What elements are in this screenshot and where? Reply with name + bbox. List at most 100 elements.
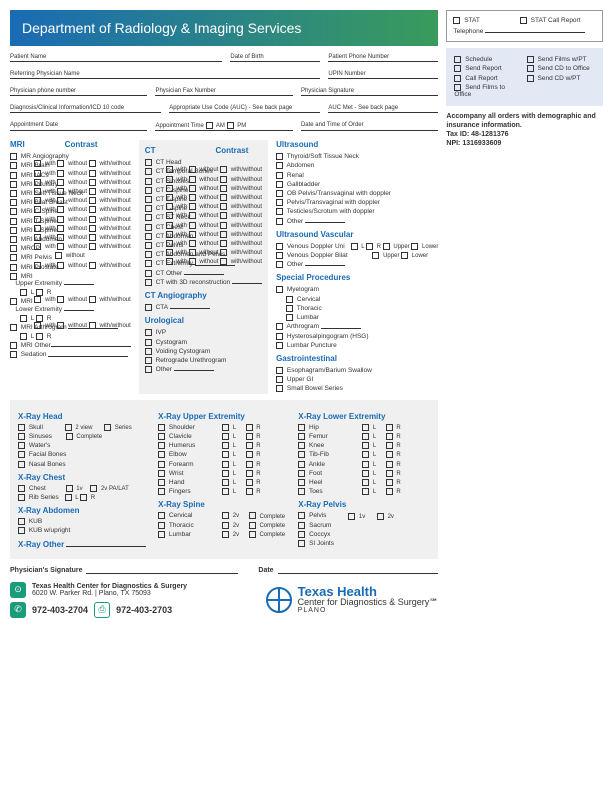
uro-item[interactable]: IVP <box>145 328 262 337</box>
xray-upper-item[interactable]: Elbow L R <box>158 450 290 459</box>
us-item[interactable]: Renal <box>276 171 438 180</box>
field-patient-phone[interactable]: Patient Phone Number <box>328 54 438 62</box>
uro-item[interactable]: Retrograde Urethrogram <box>145 356 262 365</box>
xray-lower-item[interactable]: Heel L R <box>298 478 430 487</box>
mri-item[interactable]: MR Angiography with without with/without <box>10 152 131 161</box>
ct-3d[interactable]: CT with 3D reconstruction <box>145 278 262 287</box>
vdu-item[interactable]: Venous Doppler Uni L R Upper Lower <box>276 242 438 251</box>
mri-arth-lr[interactable]: L R <box>10 332 131 341</box>
cta-item[interactable]: CTA <box>145 303 262 312</box>
hsg[interactable]: Hysterosalpingogram (HSG) <box>276 332 438 341</box>
xray-spine-item[interactable]: Lumbar 2v Complete <box>158 530 290 539</box>
us-item[interactable]: Thyroid/Soft Tissue Neck <box>276 152 438 161</box>
xray-lower-item[interactable]: Knee L R <box>298 441 430 450</box>
xray-upper-item[interactable]: Humerus L R <box>158 441 290 450</box>
send-report-cb[interactable]: Send Report <box>454 65 522 72</box>
telephone-field[interactable]: Telephone <box>453 28 596 35</box>
xray-upper-item[interactable]: Clavicle L R <box>158 432 290 441</box>
field-appt-date[interactable]: Appointment Date <box>10 122 147 131</box>
mri-arthrogram[interactable]: MRI Arthrogram <box>10 323 131 332</box>
us-item[interactable]: Testicles/Scrotum with doppler <box>276 207 438 216</box>
field-appt-time[interactable]: Appointment Time AM PM <box>155 122 292 131</box>
field-auc[interactable]: Appropriate Use Code (AUC) - See back pa… <box>169 105 320 113</box>
field-date-time-order[interactable]: Date and Time of Order <box>301 122 438 131</box>
gi-item[interactable]: Upper GI <box>276 375 438 384</box>
us-item[interactable]: Gallbladder <box>276 180 438 189</box>
xray-waters[interactable]: Water's <box>18 441 150 450</box>
myelo-cervical[interactable]: Cervical <box>276 295 438 304</box>
field-diagnosis[interactable]: Diagnosis/Clinical Information/ICD 10 co… <box>10 105 161 113</box>
xray-skull[interactable]: Skull 2 view Series <box>18 423 150 432</box>
call-report-cb[interactable]: Call Report <box>454 75 522 82</box>
field-patient-name[interactable]: Patient Name <box>10 54 222 62</box>
field-physician-signature[interactable]: Physician Signature <box>301 88 438 96</box>
stat-call-checkbox[interactable]: STAT Call Report <box>520 17 581 24</box>
xray-nasal[interactable]: Nasal Bones <box>18 460 150 469</box>
xray-kub[interactable]: KUB <box>18 517 150 526</box>
mri-upper-lr[interactable]: L R with without with/without <box>10 288 131 297</box>
mri-upper[interactable]: MRI Upper Extremity <box>10 272 131 288</box>
xray-upper-item[interactable]: Wrist L R <box>158 469 290 478</box>
xray-spine-item[interactable]: Cervical 2v Complete <box>158 511 290 520</box>
xray-lower-item[interactable]: Toes L R <box>298 487 430 496</box>
schedule-cb[interactable]: Schedule <box>454 56 522 63</box>
uro-item[interactable]: Other <box>145 365 262 374</box>
field-upin[interactable]: UPIN Number <box>328 71 438 79</box>
xray-lower-item[interactable]: Ankle L R <box>298 460 430 469</box>
gi-item[interactable]: Small Bowel Series <box>276 384 438 393</box>
xray-si-joints[interactable]: SI Joints <box>298 539 430 548</box>
field-auc-met[interactable]: AUC Met - See back page <box>328 105 438 113</box>
vdb-item[interactable]: Venous Doppler Bilat Upper Lower <box>276 251 438 260</box>
xray-lower-item[interactable]: Femur L R <box>298 432 430 441</box>
send-cd-pt-cb[interactable]: Send CD w/PT <box>527 75 595 82</box>
ct-section: CTContrast CT Head with without with/wit… <box>139 140 268 394</box>
uro-item[interactable]: Cystogram <box>145 338 262 347</box>
logo-line2: Center for Diagnostics & Surgery℠ <box>298 598 439 607</box>
xray-lower-head: X-Ray Lower Extremity <box>298 412 430 421</box>
myelogram[interactable]: Myelogram <box>276 285 438 294</box>
us-item[interactable]: OB Pelvis/Transvaginal with doppler <box>276 189 438 198</box>
xray-pelvis-item[interactable]: Pelvis 1v 2v <box>298 511 430 520</box>
xray-rib[interactable]: Rib Series L R <box>18 493 150 502</box>
us-other[interactable]: Other <box>276 260 438 269</box>
xray-kub-upright[interactable]: KUB w/upright <box>18 526 150 535</box>
us-item[interactable]: Abdomen <box>276 161 438 170</box>
xray-sacrum[interactable]: Sacrum <box>298 521 430 530</box>
myelo-lumbar[interactable]: Lumbar <box>276 313 438 322</box>
field-physician-phone[interactable]: Physician phone number <box>10 88 147 96</box>
send-cd-office-cb[interactable]: Send CD to Office <box>527 65 595 72</box>
xray-chest-item[interactable]: Chest 1v 2v PA/LAT <box>18 484 150 493</box>
us-item[interactable]: Pelvis/Transvaginal with doppler <box>276 198 438 207</box>
xray-upper-item[interactable]: Fingers L R <box>158 487 290 496</box>
lumbar-puncture[interactable]: Lumbar Puncture <box>276 341 438 350</box>
stat-checkbox[interactable]: STAT <box>453 17 479 24</box>
send-films-pt-cb[interactable]: Send Films w/PT <box>527 56 595 63</box>
uro-item[interactable]: Voiding Cystogram <box>145 347 262 356</box>
us-item[interactable]: Other <box>276 217 438 226</box>
mri-lower-lr[interactable]: L R with without with/without <box>10 314 131 323</box>
send-films-office-cb[interactable]: Send Films to Office <box>454 84 522 98</box>
myelo-thoracic[interactable]: Thoracic <box>276 304 438 313</box>
ct-other[interactable]: CT Other <box>145 269 262 278</box>
sedation[interactable]: Sedation <box>10 350 131 359</box>
gi-item[interactable]: Esophagram/Barium Swallow <box>276 366 438 375</box>
physician-signature-line[interactable]: Physician's Signature <box>10 567 238 574</box>
field-dob[interactable]: Date of Birth <box>230 54 320 62</box>
logo-line3: PLANO <box>298 607 439 614</box>
mri-other[interactable]: MRI Other <box>10 341 131 350</box>
xray-upper-item[interactable]: Forearm L R <box>158 460 290 469</box>
arthrogram[interactable]: Arthrogram <box>276 322 438 331</box>
xray-facial[interactable]: Facial Bones <box>18 450 150 459</box>
xray-upper-item[interactable]: Hand L R <box>158 478 290 487</box>
xray-lower-item[interactable]: Foot L R <box>298 469 430 478</box>
field-referring-physician[interactable]: Referring Physician Name <box>10 71 320 79</box>
xray-upper-item[interactable]: Shoulder L R <box>158 423 290 432</box>
xray-sinuses[interactable]: Sinuses Complete <box>18 432 150 441</box>
xray-lower-item[interactable]: Hip L R <box>298 423 430 432</box>
ct-item[interactable]: CT Head with without with/without <box>145 158 262 167</box>
xray-coccyx[interactable]: Coccyx <box>298 530 430 539</box>
field-physician-fax[interactable]: Physician Fax Number <box>155 88 292 96</box>
xray-lower-item[interactable]: Tib-Fib L R <box>298 450 430 459</box>
xray-spine-item[interactable]: Thoracic 2v Complete <box>158 521 290 530</box>
date-line[interactable]: Date <box>258 567 438 574</box>
